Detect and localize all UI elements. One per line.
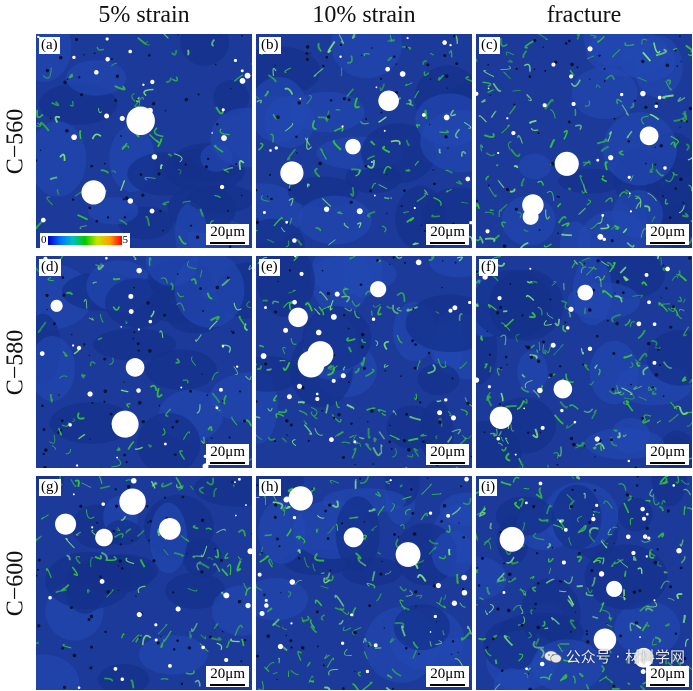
microstructure-map bbox=[36, 34, 252, 248]
row-label-c580: C−580 bbox=[2, 329, 29, 395]
row-label-c600: C−600 bbox=[2, 550, 29, 616]
scale-bar: 20μm bbox=[206, 444, 249, 465]
panel-tag: (e) bbox=[259, 259, 280, 276]
panel-tag: (i) bbox=[479, 479, 498, 496]
panel-tag: (g) bbox=[39, 479, 61, 496]
column-header-5pct: 5% strain bbox=[98, 2, 190, 28]
legend-gradient bbox=[48, 236, 122, 245]
scale-bar: 20μm bbox=[206, 666, 249, 687]
legend-min: 0 bbox=[41, 234, 47, 246]
scale-bar: 20μm bbox=[426, 224, 469, 245]
panel-tag: (d) bbox=[39, 259, 61, 276]
microstructure-map bbox=[476, 256, 692, 468]
panel-f: (f) 20μm bbox=[476, 256, 692, 468]
panel-a: (a) 0 5 20μm bbox=[36, 34, 252, 248]
scale-bar: 20μm bbox=[646, 224, 689, 245]
color-scale-legend: 0 5 bbox=[40, 233, 130, 248]
microstructure-map bbox=[36, 256, 252, 468]
legend-max: 5 bbox=[122, 234, 129, 246]
microstructure-map bbox=[256, 34, 472, 248]
panel-tag: (f) bbox=[479, 259, 498, 276]
panel-g: (g) 20μm bbox=[36, 476, 252, 690]
scale-bar: 20μm bbox=[426, 666, 469, 687]
microstructure-map bbox=[36, 476, 252, 690]
watermark: 公众号 · 材料学网 bbox=[543, 646, 685, 667]
panel-tag: (a) bbox=[39, 37, 60, 54]
wechat-icon bbox=[543, 650, 562, 663]
panel-e: (e) 20μm bbox=[256, 256, 472, 468]
scale-bar: 20μm bbox=[646, 444, 689, 465]
panel-d: (d) 20μm bbox=[36, 256, 252, 468]
panel-tag: (b) bbox=[259, 37, 281, 54]
microstructure-map bbox=[476, 476, 692, 690]
panel-tag: (c) bbox=[479, 37, 500, 54]
scale-bar: 20μm bbox=[426, 444, 469, 465]
panel-h: (h) 20μm bbox=[256, 476, 472, 690]
microstructure-map bbox=[256, 256, 472, 468]
panel-b: (b) 20μm bbox=[256, 34, 472, 248]
row-label-c560: C−560 bbox=[2, 108, 29, 174]
microstructure-map bbox=[476, 34, 692, 248]
microstructure-map bbox=[256, 476, 472, 690]
panel-c: (c) 20μm bbox=[476, 34, 692, 248]
watermark-text: 公众号 · 材料学网 bbox=[565, 648, 685, 666]
panel-i: (i) 20μm bbox=[476, 476, 692, 690]
scale-bar: 20μm bbox=[206, 224, 249, 245]
scale-bar: 20μm bbox=[646, 666, 689, 687]
panel-tag: (h) bbox=[259, 479, 281, 496]
column-header-10pct: 10% strain bbox=[312, 2, 416, 28]
column-header-fracture: fracture bbox=[546, 2, 622, 28]
